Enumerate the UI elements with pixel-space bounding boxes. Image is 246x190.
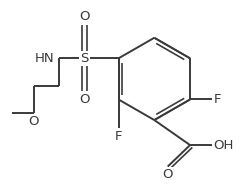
Text: OH: OH [213,139,234,152]
Text: F: F [214,93,222,106]
Text: S: S [80,52,89,65]
Text: F: F [115,130,122,143]
Text: O: O [79,10,90,23]
Text: O: O [79,93,90,106]
Text: O: O [162,168,173,181]
Text: O: O [28,115,39,128]
Text: HN: HN [34,52,54,65]
